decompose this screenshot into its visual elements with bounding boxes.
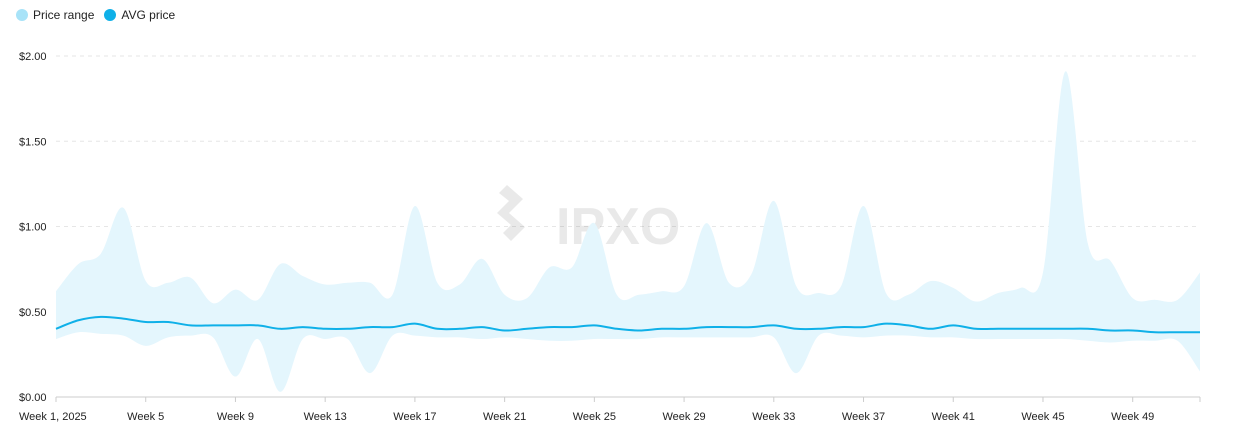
y-tick-label: $0.50 [19, 307, 47, 319]
x-tick-label: Week 37 [842, 411, 885, 423]
x-tick-label: Week 33 [752, 411, 795, 423]
x-tick-label: Week 17 [393, 411, 436, 423]
x-tick-label: Week 9 [217, 411, 254, 423]
avg-price-line [55, 315, 1200, 334]
legend-label-price-range: Price range [33, 8, 95, 22]
x-axis-ticks: Week 1, 2025 Week 5 Week 9 Week 13 Week 17 We… [19, 397, 1201, 423]
y-tick-label: $2.00 [19, 51, 47, 63]
y-tick-label: $1.00 [19, 222, 47, 234]
legend-item-price-range[interactable]: Price range [16, 8, 94, 22]
x-tick-label: Week 1, 2025 [19, 411, 87, 423]
x-tick-label: Week 41 [932, 411, 975, 423]
y-axis-ticks: $0.00 $0.50 $1.00 $1.50 $2.00 [19, 51, 47, 404]
y-tick-label: $0.00 [19, 392, 47, 404]
price-range-swatch-icon [16, 9, 28, 21]
x-tick-label: Week 5 [127, 411, 164, 423]
chart-legend: Price range AVG price [16, 8, 175, 22]
y-tick-label: $1.50 [19, 136, 47, 148]
ipxo-watermark: IPXO [497, 185, 680, 256]
grid-lines [56, 55, 1200, 313]
watermark-text: IPXO [556, 198, 680, 256]
price-range-area [56, 71, 1200, 392]
avg-price-swatch-icon [104, 9, 117, 21]
x-tick-label: Week 49 [1111, 411, 1154, 423]
x-tick-label: Week 29 [662, 411, 705, 423]
x-tick-label: Week 21 [483, 411, 526, 423]
x-tick-label: Week 13 [304, 411, 347, 423]
x-tick-label: Week 45 [1021, 411, 1064, 423]
legend-label-avg-price: AVG price [121, 8, 176, 22]
x-tick-label: Week 25 [573, 411, 616, 423]
legend-item-avg-price[interactable]: AVG price [104, 8, 175, 22]
ipxo-logo-icon [497, 185, 525, 241]
